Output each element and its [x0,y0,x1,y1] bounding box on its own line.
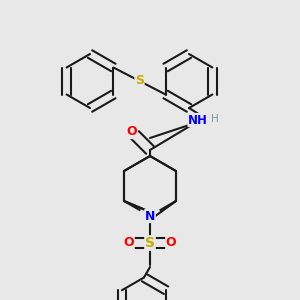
Text: H: H [211,113,218,124]
Text: S: S [145,236,155,250]
Text: O: O [166,236,176,250]
Text: O: O [127,125,137,139]
Text: O: O [124,236,134,250]
Text: NH: NH [188,113,208,127]
Text: S: S [135,74,144,88]
Text: N: N [145,209,155,223]
